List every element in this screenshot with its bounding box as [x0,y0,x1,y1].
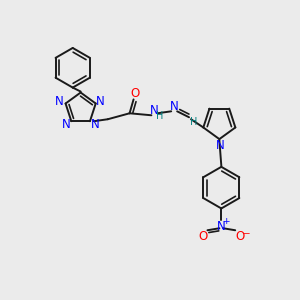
Text: O: O [236,230,245,243]
Text: O: O [130,87,139,100]
Text: O: O [198,230,207,243]
Text: H: H [190,117,198,127]
Text: N: N [62,118,71,131]
Text: N: N [170,100,178,113]
Text: N: N [91,118,99,131]
Text: N: N [217,220,226,233]
Text: N: N [216,139,225,152]
Text: −: − [242,228,250,237]
Text: N: N [55,95,64,108]
Text: N: N [150,104,159,117]
Text: H: H [156,111,163,121]
Text: +: + [223,217,230,226]
Text: N: N [96,95,105,108]
